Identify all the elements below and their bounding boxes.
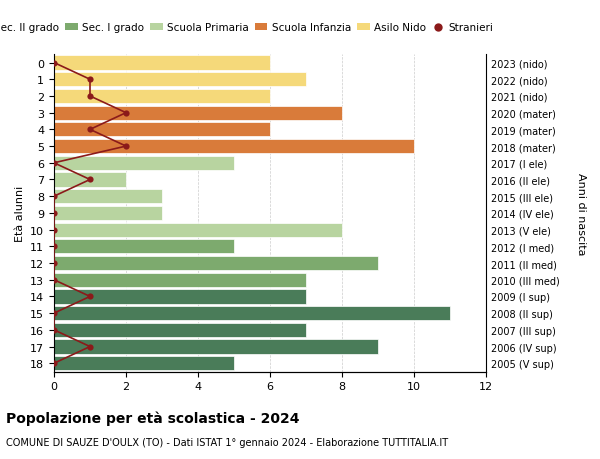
Point [85, 293, 95, 301]
Point [49, 226, 59, 234]
Bar [54, 290, 306, 304]
Bar [54, 123, 270, 137]
Point [49, 276, 59, 284]
Bar [54, 356, 234, 370]
Bar [54, 223, 342, 237]
Point [85, 126, 95, 134]
Bar [54, 273, 306, 287]
Point [121, 110, 131, 117]
Point [121, 143, 131, 151]
Bar [54, 240, 234, 254]
Point [85, 176, 95, 184]
Bar [54, 190, 162, 204]
Bar [54, 340, 378, 354]
Point [49, 193, 59, 201]
Text: Popolazione per età scolastica - 2024: Popolazione per età scolastica - 2024 [6, 411, 299, 425]
Text: COMUNE DI SAUZE D'OULX (TO) - Dati ISTAT 1° gennaio 2024 - Elaborazione TUTTITAL: COMUNE DI SAUZE D'OULX (TO) - Dati ISTAT… [6, 437, 448, 447]
Point [49, 310, 59, 317]
Point [85, 93, 95, 101]
Bar [54, 323, 306, 337]
Point [49, 326, 59, 334]
Point [85, 343, 95, 351]
Bar [54, 106, 342, 121]
Bar [54, 56, 270, 71]
Bar [54, 157, 234, 170]
Bar [54, 207, 162, 220]
Bar [54, 140, 414, 154]
Point [49, 160, 59, 167]
Legend: Sec. II grado, Sec. I grado, Scuola Primaria, Scuola Infanzia, Asilo Nido, Stran: Sec. II grado, Sec. I grado, Scuola Prim… [0, 19, 497, 37]
Point [85, 76, 95, 84]
Bar [54, 90, 270, 104]
Y-axis label: Età alunni: Età alunni [14, 185, 25, 241]
Point [49, 60, 59, 67]
Bar [54, 73, 306, 87]
Y-axis label: Anni di nascita: Anni di nascita [576, 172, 586, 255]
Point [49, 360, 59, 367]
Point [49, 210, 59, 217]
Point [49, 260, 59, 267]
Bar [54, 173, 126, 187]
Point [49, 243, 59, 251]
Bar [54, 306, 450, 320]
Bar [54, 257, 378, 270]
